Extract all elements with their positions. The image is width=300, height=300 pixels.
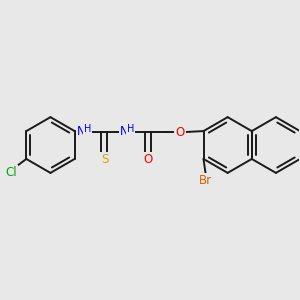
Text: N: N bbox=[77, 125, 86, 138]
Text: H: H bbox=[84, 124, 91, 134]
Text: O: O bbox=[144, 154, 153, 166]
Text: N: N bbox=[120, 125, 129, 138]
Text: Cl: Cl bbox=[6, 166, 17, 179]
Text: Br: Br bbox=[199, 174, 212, 187]
Text: S: S bbox=[101, 154, 108, 166]
Text: O: O bbox=[176, 126, 185, 139]
Text: H: H bbox=[127, 124, 134, 134]
